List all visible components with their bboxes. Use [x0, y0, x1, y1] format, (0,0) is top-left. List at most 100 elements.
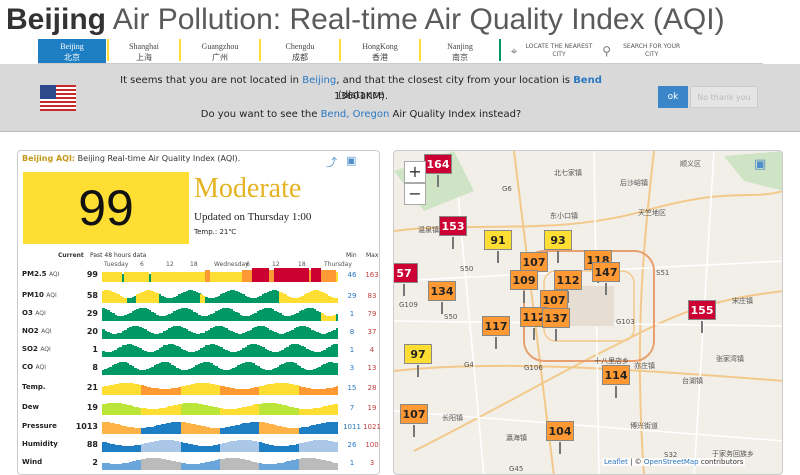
history-bar: [308, 409, 312, 415]
history-bar: [291, 384, 295, 395]
history-bar: [188, 423, 191, 434]
no-thank-you-button[interactable]: No thank you: [690, 86, 758, 108]
station-marker[interactable]: 134: [428, 281, 456, 314]
history-bar: [136, 384, 140, 395]
history-bar: [301, 409, 304, 415]
history-bar: [303, 442, 307, 452]
search-icon: ⚲: [602, 44, 612, 58]
history-bar: [188, 352, 191, 357]
row-max-value: 163: [365, 271, 379, 279]
city-tab-chengdu[interactable]: Chengdu 成都: [262, 39, 341, 63]
zoom-out-button[interactable]: −: [404, 183, 426, 205]
row-history-strip[interactable]: [102, 438, 339, 452]
city-tab-shanghai[interactable]: Shanghai 上海: [110, 39, 181, 63]
station-marker[interactable]: 112: [520, 307, 548, 340]
station-marker[interactable]: 93: [544, 230, 572, 263]
history-bar: [242, 440, 245, 452]
ok-button[interactable]: ok: [658, 86, 688, 108]
station-marker[interactable]: 147: [592, 262, 620, 295]
map-layers-icon[interactable]: ▣: [754, 157, 767, 172]
history-bar: [308, 350, 312, 357]
history-bar: [158, 425, 162, 434]
row-current-value: 99: [86, 270, 98, 279]
station-marker[interactable]: 57: [394, 263, 418, 296]
history-bar: [143, 272, 147, 282]
station-marker[interactable]: 155: [688, 300, 716, 333]
history-bar: [170, 272, 174, 282]
history-bar: [247, 406, 250, 415]
row-history-strip[interactable]: [102, 361, 339, 375]
station-marker[interactable]: 97: [404, 344, 432, 377]
history-bar: [210, 461, 213, 470]
row-history-strip[interactable]: [102, 307, 339, 321]
history-bar: [109, 385, 113, 395]
history-bar: [192, 333, 196, 339]
search-city-button[interactable]: ⚲ SEARCH FOR YOUR CITY: [594, 39, 686, 63]
history-bar: [274, 332, 277, 339]
widget-icon[interactable]: ▣: [346, 154, 357, 167]
history-bar: [178, 272, 181, 282]
row-history-strip[interactable]: [102, 289, 339, 303]
bend-oregon-link[interactable]: Bend, Oregon: [320, 109, 390, 120]
history-bar: [183, 350, 186, 357]
station-marker[interactable]: 104: [546, 421, 574, 454]
bend-link[interactable]: Bend: [573, 75, 602, 86]
history-bar: [138, 327, 142, 339]
pollution-map[interactable]: 顺义区 北七家镇 后沙峪镇 天竺地区 东小口镇 S50 S51 G6 G4 G106 G103 S50…: [393, 150, 783, 475]
zoom-in-button[interactable]: +: [404, 161, 426, 183]
time-tick: Thursday: [324, 261, 352, 268]
station-marker[interactable]: 153: [439, 216, 467, 249]
history-bar: [175, 368, 179, 375]
history-bar: [288, 407, 292, 415]
history-bar: [178, 442, 181, 452]
history-bar: [301, 296, 304, 303]
station-marker[interactable]: 112: [554, 270, 582, 303]
history-bar: [264, 308, 267, 321]
row-history-strip[interactable]: [102, 325, 339, 339]
history-bar: [102, 422, 105, 434]
station-marker[interactable]: 114: [602, 365, 630, 398]
city-tab-guangzhou[interactable]: Guangzhou 广州: [182, 39, 261, 63]
history-bar: [146, 409, 149, 415]
history-bar: [133, 461, 137, 470]
osm-link[interactable]: OpenStreetMap: [643, 458, 699, 466]
row-history-strip[interactable]: [102, 401, 339, 415]
row-history-strip[interactable]: [102, 381, 339, 395]
history-bar: [153, 313, 157, 321]
history-bar: [210, 314, 213, 321]
history-bar: [195, 334, 199, 339]
station-marker[interactable]: 91: [484, 230, 512, 263]
history-bar: [124, 404, 127, 415]
history-bar: [242, 459, 245, 470]
beijing-link[interactable]: Beijing: [302, 75, 337, 86]
station-marker[interactable]: 117: [482, 316, 510, 349]
history-bar: [298, 366, 302, 375]
history-bar: [202, 463, 206, 470]
city-tab-nanjing[interactable]: Nanjing 南京: [422, 39, 501, 63]
history-bar: [320, 351, 324, 357]
history-bar: [286, 446, 290, 452]
history-bar: [281, 364, 285, 375]
row-history-strip[interactable]: [102, 456, 339, 470]
locate-nearest-button[interactable]: ⌖ LOCATE THE NEAREST CITY: [502, 39, 594, 63]
row-history-strip[interactable]: [102, 420, 339, 434]
city-tab-hongkong[interactable]: HongKong 香港: [342, 39, 421, 63]
station-marker[interactable]: 109: [510, 270, 538, 303]
row-history-strip[interactable]: [102, 268, 339, 282]
history-bar: [293, 445, 297, 452]
station-marker[interactable]: 164: [424, 154, 452, 187]
station-marker[interactable]: 107: [400, 404, 428, 437]
history-bar: [141, 272, 145, 282]
leaflet-link[interactable]: Leaflet: [604, 458, 628, 466]
history-bar: [133, 428, 137, 434]
history-bar: [310, 389, 314, 395]
time-tick: 12: [166, 261, 174, 268]
city-tab-beijing[interactable]: Beijing 北京: [38, 39, 109, 63]
history-bar: [330, 362, 334, 375]
history-bar: [217, 385, 221, 395]
station-marker[interactable]: 137: [542, 308, 570, 341]
row-history-strip[interactable]: [102, 343, 339, 357]
history-bar: [158, 333, 162, 339]
share-icon[interactable]: ⤴: [326, 156, 337, 169]
station-marker[interactable]: 107: [520, 252, 548, 285]
